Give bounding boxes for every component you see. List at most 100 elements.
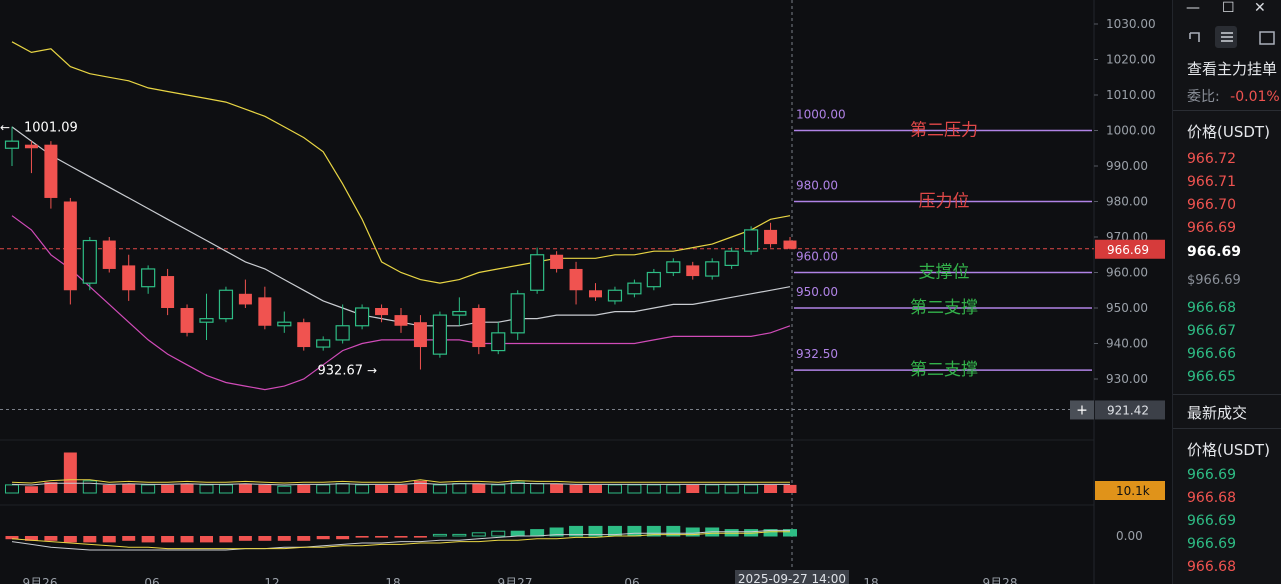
macd-bar <box>336 536 350 540</box>
macd-bar <box>161 536 175 543</box>
volume-bar <box>297 484 311 493</box>
bid-price[interactable]: 966.68 <box>1187 300 1236 316</box>
level-price-label: 980.00 <box>796 179 838 193</box>
level-price-label: 1000.00 <box>796 108 846 122</box>
panel-icon[interactable] <box>1255 26 1277 48</box>
trade-price: 966.69 <box>1187 536 1236 552</box>
candle-body <box>180 308 194 333</box>
chart-guides <box>0 0 1095 584</box>
volume-bar <box>82 480 97 494</box>
macd-bar <box>200 536 213 543</box>
mid-price-usd: $966.69 <box>1187 273 1241 288</box>
trades-price-header: 价格(USDT) <box>1187 441 1270 459</box>
volume-bar <box>510 481 525 494</box>
macd-zero-label: 0.00 <box>1116 529 1143 543</box>
volume-bar <box>413 480 427 493</box>
volume-bar <box>686 484 700 493</box>
volume-ma <box>11 482 790 486</box>
x-tick-label: 18 <box>385 576 400 584</box>
bid-price[interactable]: 966.65 <box>1187 369 1236 385</box>
macd-bar <box>5 536 19 540</box>
macd-bar <box>394 536 408 538</box>
volume-bar <box>569 484 583 493</box>
ratio-row: 委比: -0.01% <box>1187 86 1280 106</box>
undo-icon[interactable] <box>1183 26 1205 48</box>
candle-body <box>24 144 38 149</box>
trade-price: 966.69 <box>1187 467 1236 483</box>
candle-body <box>4 140 20 149</box>
candle-body <box>375 308 389 316</box>
close-button[interactable]: ✕ <box>1254 0 1266 16</box>
layout-icon[interactable] <box>1215 26 1237 48</box>
candle-body <box>218 289 234 320</box>
macd-panel: 0.00 <box>5 525 1143 551</box>
candlestick-chart[interactable]: 1000.00 第二压力 980.00 压力位 960.00 支撑位 950.00 第二支撑 9… <box>0 0 1172 584</box>
candle-body <box>705 261 720 277</box>
ask-price[interactable]: 966.71 <box>1187 174 1236 190</box>
crosshair-time-label: 2025-09-27 14:00 <box>738 572 846 584</box>
candle-body <box>607 289 623 302</box>
bid-price[interactable]: 966.67 <box>1187 323 1236 339</box>
candle-body <box>510 293 525 334</box>
divider <box>1173 428 1281 429</box>
candle-body <box>491 332 506 352</box>
volume-bar <box>122 483 136 493</box>
x-tick-label: 9月26 <box>23 576 58 584</box>
y-tick-label: 1000.00 <box>1106 124 1156 138</box>
macd-bar <box>530 529 545 537</box>
candle-body <box>569 268 583 291</box>
bid-price[interactable]: 966.66 <box>1187 346 1236 362</box>
candle-body <box>258 297 272 326</box>
macd-bar <box>549 527 564 537</box>
candle-body <box>550 254 564 269</box>
trade-price: 966.69 <box>1187 513 1236 529</box>
candle-body <box>394 315 408 326</box>
macd-bar <box>180 536 194 543</box>
volume-panel: 10.1k <box>5 452 1165 500</box>
mid-price: 966.69 <box>1187 244 1242 260</box>
ask-price[interactable]: 966.72 <box>1187 151 1236 167</box>
trades-header[interactable]: 最新成交 <box>1187 404 1248 422</box>
y-tick-label: 1020.00 <box>1106 53 1156 67</box>
macd-bar <box>491 530 506 537</box>
trade-price: 966.68 <box>1187 559 1236 575</box>
x-tick-label: 06 <box>624 576 639 584</box>
candle-body <box>666 261 681 274</box>
macd-bar <box>413 536 427 538</box>
candle-body <box>122 265 136 291</box>
candle-body <box>161 276 175 308</box>
plus-icon: + <box>1076 402 1088 418</box>
y-tick-label: 1010.00 <box>1106 88 1156 102</box>
volume-bar <box>783 484 797 493</box>
macd-bar <box>452 533 467 537</box>
main-orders-link[interactable]: 查看主力挂单 <box>1187 60 1278 78</box>
macd-bar <box>432 533 447 537</box>
candle-body <box>472 308 486 348</box>
macd-bar <box>646 525 661 537</box>
ask-price[interactable]: 966.70 <box>1187 197 1236 213</box>
macd-bar <box>316 536 330 540</box>
macd-bar <box>83 536 97 543</box>
macd-bar <box>685 527 700 537</box>
macd-bar <box>63 536 77 543</box>
volume-bar <box>218 484 233 494</box>
volume-bar <box>141 484 156 494</box>
level-name: 第二压力 <box>910 121 978 141</box>
candle-body <box>82 239 97 284</box>
maximize-button[interactable]: ☐ <box>1222 0 1235 16</box>
volume-bar <box>375 484 389 493</box>
ask-price[interactable]: 966.69 <box>1187 220 1236 236</box>
bollinger-lower <box>11 215 791 391</box>
candle-body <box>627 282 642 295</box>
y-tick-label: 990.00 <box>1106 159 1148 173</box>
level-name: 压力位 <box>919 192 970 212</box>
volume-bar <box>589 484 602 493</box>
x-tick-label: 18 <box>863 576 878 584</box>
macd-bar <box>122 536 136 541</box>
candle-body <box>724 250 739 266</box>
macd-bar <box>297 536 311 541</box>
trade-price: 966.68 <box>1187 490 1236 506</box>
candle-body <box>297 322 311 348</box>
candle-body <box>102 240 116 269</box>
minimize-button[interactable]: — <box>1186 0 1200 16</box>
